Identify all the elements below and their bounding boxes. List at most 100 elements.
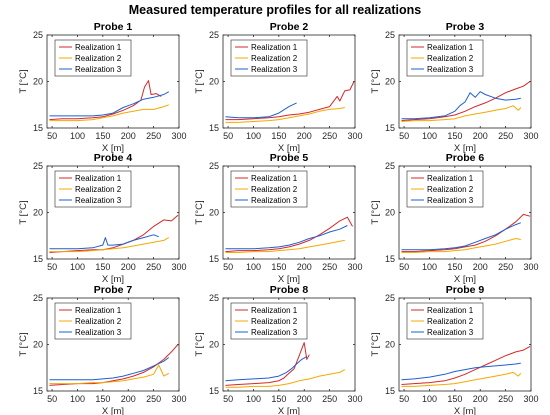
x-tick-label: 50 — [47, 262, 57, 272]
legend: Realization 1 Realization 2 Realization 3 — [230, 170, 308, 208]
y-axis-label: T [°C] — [194, 69, 205, 93]
series-line-realization-2 — [225, 239, 345, 253]
series-line-realization-3 — [49, 234, 159, 250]
panel-probe-4: Probe 4 50 100 150 200 250 300 15 20 25 X [m] T [°C… — [18, 152, 187, 285]
y-tick-label: 25 — [209, 293, 219, 303]
legend-label: Realization 1 — [251, 306, 298, 315]
legend: Realization 1 Realization 2 Realization 3 — [406, 39, 484, 77]
legend: Realization 1 Realization 2 Realization 3 — [54, 170, 132, 208]
panel-title: Probe 3 — [446, 21, 485, 33]
y-tick-label: 20 — [385, 208, 395, 218]
series-group — [225, 342, 346, 388]
series-line-realization-1 — [401, 213, 531, 253]
legend-label: Realization 3 — [427, 328, 474, 337]
chart-grid: Probe 1 50 100 150 200 250 300 15 20 25 X [m] T [°C… — [18, 21, 539, 415]
series-line-realization-3 — [225, 102, 297, 119]
x-tick-label: 250 — [146, 394, 161, 404]
x-axis-label: X [m] — [102, 143, 124, 154]
series-group — [225, 81, 355, 123]
legend-label: Realization 2 — [75, 317, 122, 326]
series-line-realization-3 — [401, 91, 521, 120]
y-tick-label: 15 — [385, 123, 395, 133]
x-tick-label: 50 — [223, 131, 233, 141]
x-tick-label: 100 — [422, 131, 437, 141]
legend: Realization 1 Realization 2 Realization 3 — [54, 302, 132, 340]
x-tick-label: 100 — [70, 394, 85, 404]
x-tick-label: 100 — [246, 394, 261, 404]
axes-frame — [46, 165, 180, 260]
x-tick-label: 200 — [297, 262, 312, 272]
panel-title: Probe 9 — [446, 284, 485, 296]
y-tick-label: 20 — [33, 77, 43, 87]
series-line-realization-1 — [401, 345, 531, 385]
figure-title: Measured temperature profiles for all re… — [129, 3, 421, 17]
x-tick-label: 300 — [171, 262, 186, 272]
y-tick-label: 15 — [385, 254, 395, 264]
y-tick-label: 15 — [385, 386, 395, 396]
x-tick-label: 300 — [347, 131, 362, 141]
legend: Realization 1 Realization 2 Realization 3 — [406, 170, 484, 208]
legend-label: Realization 2 — [251, 54, 298, 63]
x-tick-label: 50 — [47, 394, 57, 404]
x-tick-label: 50 — [223, 262, 233, 272]
panel-probe-7: Probe 7 50 100 150 200 250 300 15 20 25 X [m] T [°C… — [18, 284, 187, 415]
panel-probe-3: Probe 3 50 100 150 200 250 300 15 20 25 X [m] T [°C… — [370, 21, 539, 154]
legend-label: Realization 1 — [75, 306, 122, 315]
series-line-realization-2 — [49, 104, 169, 122]
series-line-realization-2 — [49, 237, 170, 253]
x-tick-label: 200 — [297, 394, 312, 404]
legend-label: Realization 2 — [251, 317, 298, 326]
x-tick-label: 200 — [473, 131, 488, 141]
legend-label: Realization 1 — [427, 306, 474, 315]
y-tick-label: 15 — [209, 254, 219, 264]
x-tick-label: 250 — [322, 394, 337, 404]
y-tick-label: 20 — [209, 208, 219, 218]
legend-label: Realization 3 — [75, 196, 122, 205]
x-axis-label: X [m] — [454, 274, 476, 285]
x-tick-label: 300 — [347, 394, 362, 404]
legend-label: Realization 1 — [75, 174, 122, 183]
y-tick-label: 25 — [209, 161, 219, 171]
panel-probe-1: Probe 1 50 100 150 200 250 300 15 20 25 X [m] T [°C… — [18, 21, 187, 154]
legend-label: Realization 3 — [251, 328, 298, 337]
x-tick-label: 100 — [246, 262, 261, 272]
y-tick-label: 20 — [33, 340, 43, 350]
x-tick-label: 50 — [47, 131, 57, 141]
legend-label: Realization 1 — [251, 43, 298, 52]
series-group — [401, 345, 531, 387]
x-tick-label: 150 — [95, 131, 110, 141]
legend-label: Realization 3 — [251, 196, 298, 205]
y-axis-label: T [°C] — [18, 332, 29, 356]
series-group — [49, 344, 179, 386]
axes-frame — [398, 297, 532, 392]
series-group — [225, 216, 353, 253]
series-line-realization-2 — [401, 238, 521, 253]
axes-frame — [222, 297, 356, 392]
legend-label: Realization 2 — [75, 54, 122, 63]
legend: Realization 1 Realization 2 Realization 3 — [406, 302, 484, 340]
panel-title: Probe 4 — [94, 152, 133, 164]
axes-frame — [46, 34, 180, 129]
x-tick-label: 150 — [95, 262, 110, 272]
panel-title: Probe 6 — [446, 152, 485, 164]
legend-label: Realization 1 — [427, 174, 474, 183]
x-tick-label: 200 — [473, 262, 488, 272]
series-line-realization-2 — [225, 369, 346, 388]
series-group — [401, 81, 531, 122]
y-tick-label: 20 — [385, 77, 395, 87]
series-group — [401, 213, 531, 253]
x-axis-label: X [m] — [278, 143, 300, 154]
panel-title: Probe 1 — [94, 21, 133, 33]
x-tick-label: 150 — [271, 131, 286, 141]
y-tick-label: 25 — [385, 293, 395, 303]
legend-label: Realization 1 — [251, 174, 298, 183]
legend-label: Realization 2 — [427, 54, 474, 63]
axes-frame — [222, 165, 356, 260]
x-tick-label: 100 — [422, 394, 437, 404]
y-tick-label: 15 — [33, 254, 43, 264]
x-tick-label: 150 — [447, 394, 462, 404]
x-axis-label: X [m] — [454, 143, 476, 154]
x-tick-label: 250 — [322, 262, 337, 272]
x-tick-label: 150 — [447, 131, 462, 141]
x-tick-label: 150 — [271, 262, 286, 272]
